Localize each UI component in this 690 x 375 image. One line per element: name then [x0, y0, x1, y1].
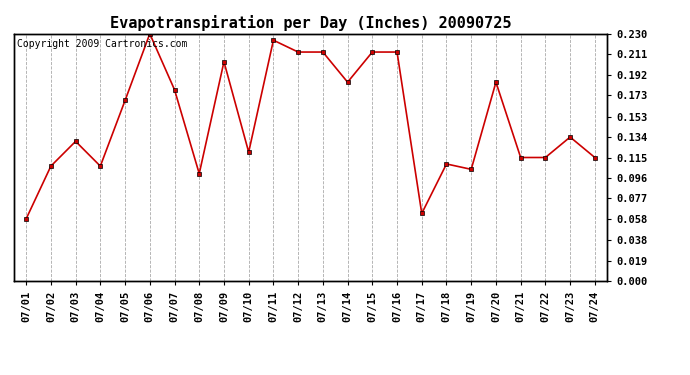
Text: Copyright 2009 Cartronics.com: Copyright 2009 Cartronics.com: [17, 39, 187, 49]
Title: Evapotranspiration per Day (Inches) 20090725: Evapotranspiration per Day (Inches) 2009…: [110, 15, 511, 31]
